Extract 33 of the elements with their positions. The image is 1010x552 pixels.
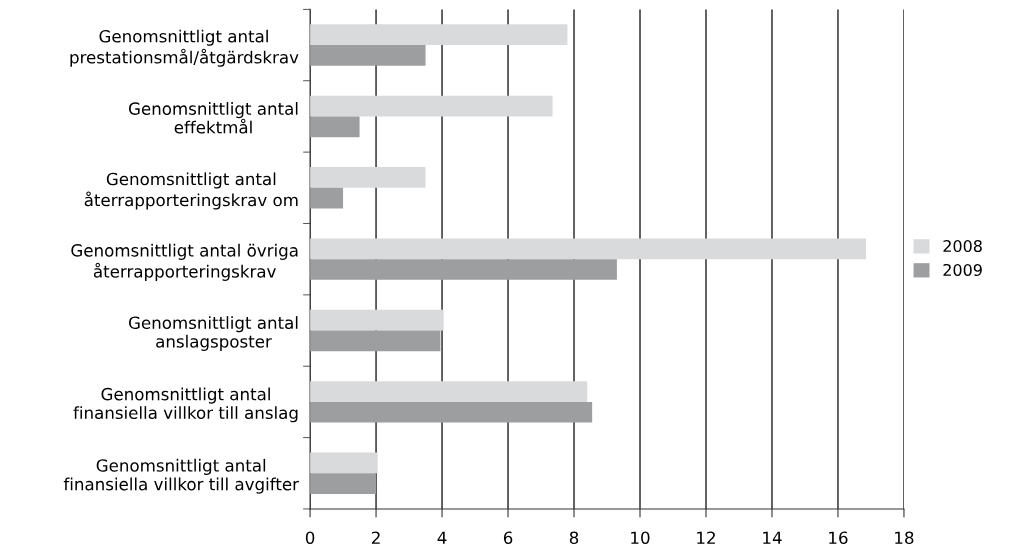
y-tick-label: Genomsnittligt antal anslagsposter (128, 316, 298, 351)
bar (310, 452, 378, 474)
x-tick-label: 18 (895, 531, 914, 545)
y-tick-label: Genomsnittligt antal övriga återrapporteringskrav (71, 243, 298, 281)
legend-label: 2008 (943, 239, 982, 253)
x-tick-label: 2 (371, 531, 380, 544)
x-tick-label: 8 (569, 531, 579, 545)
bar (310, 259, 617, 280)
bar (310, 167, 426, 188)
bar (310, 473, 377, 494)
bar (310, 330, 441, 352)
bar (310, 24, 568, 46)
y-tick-label: Genomsnittligt antal finansiella villkor till anslag (73, 387, 298, 423)
x-tick-label: 0 (305, 531, 315, 545)
y-tick-label: Genomsnittligt antal finansiella villkor till avgifter (63, 458, 299, 494)
y-tick-label: Genomsnittligt antal prestationsmål/åtgärdskrav (70, 29, 299, 67)
x-tick-label: 12 (697, 531, 715, 544)
x-tick-label: 14 (763, 531, 782, 544)
bar (310, 45, 426, 66)
bar (310, 309, 444, 331)
bar (310, 187, 344, 209)
bar (310, 116, 360, 138)
x-tick-label: 16 (829, 531, 848, 545)
bar (310, 95, 553, 117)
bar (310, 381, 588, 402)
y-tick-label: Genomsnittligt antal effektmål (128, 102, 298, 134)
bar (310, 401, 593, 423)
bar (310, 238, 867, 260)
x-tick-label: 10 (631, 531, 650, 545)
legend-label: 2009 (943, 263, 982, 276)
x-tick-label: 6 (503, 531, 513, 545)
y-tick-label: Genomsnittligt antal återrapporteringskrav om (84, 172, 298, 210)
x-tick-label: 4 (437, 531, 447, 544)
